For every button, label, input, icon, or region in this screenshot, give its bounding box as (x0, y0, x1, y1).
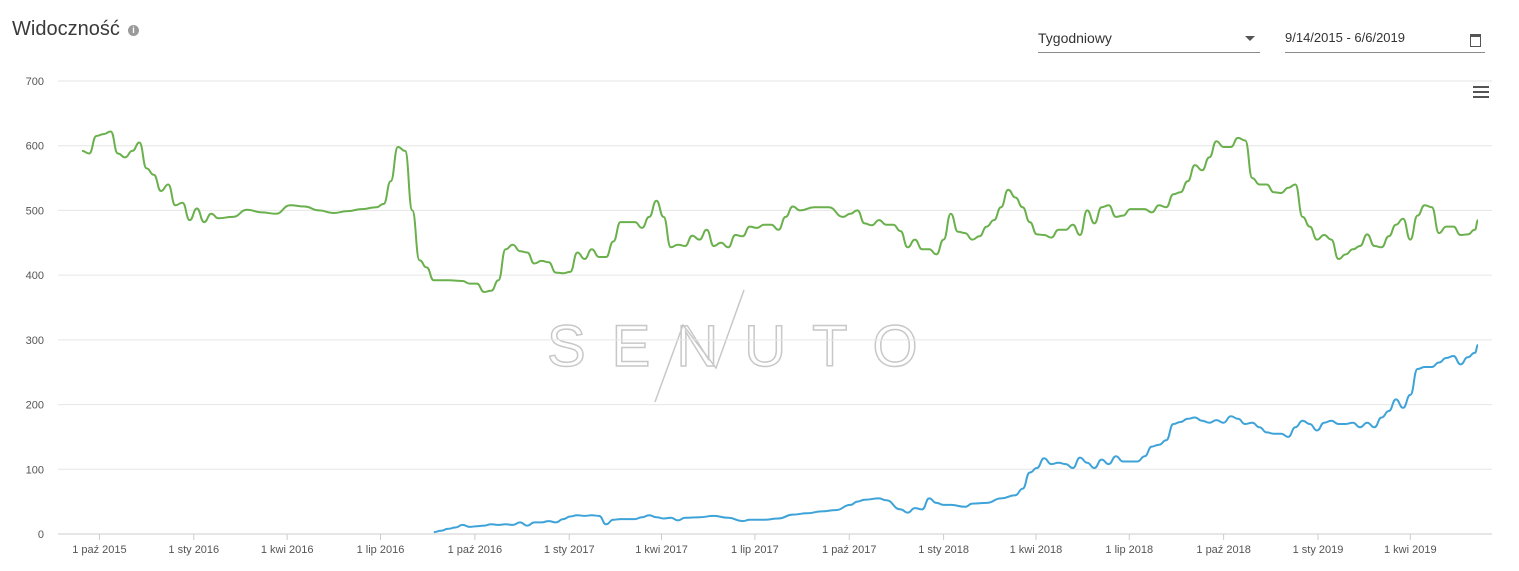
x-tick-label: 1 kwi 2017 (635, 544, 688, 556)
info-icon[interactable]: i (128, 25, 139, 36)
calendar-icon[interactable] (1470, 34, 1481, 47)
senuto-watermark: SENUTO (546, 289, 944, 403)
x-tick-label: 1 paź 2015 (72, 544, 126, 556)
x-tick-label: 1 paź 2018 (1196, 544, 1250, 556)
x-tick-label: 1 sty 2017 (544, 544, 595, 556)
x-tick-label: 1 sty 2018 (918, 544, 969, 556)
period-select-value: Tygodniowy (1038, 30, 1112, 46)
x-tick-label: 1 kwi 2016 (261, 544, 314, 556)
x-tick-label: 1 paź 2017 (822, 544, 876, 556)
x-tick-label: 1 lip 2017 (731, 544, 779, 556)
page-title: Widoczność (12, 18, 120, 40)
y-tick-label: 200 (26, 400, 44, 412)
date-range-field[interactable]: 9/14/2015 - 6/6/2019 (1285, 30, 1485, 53)
x-tick-label: 1 lip 2018 (1105, 544, 1153, 556)
series-line-1 (81, 130, 1479, 293)
x-tick-label: 1 kwi 2018 (1010, 544, 1063, 556)
date-range-value: 9/14/2015 - 6/6/2019 (1285, 30, 1405, 45)
y-tick-label: 700 (26, 76, 44, 88)
series-line-2 (433, 344, 1479, 534)
y-tick-label: 600 (26, 141, 44, 153)
y-tick-label: 0 (38, 529, 44, 541)
y-tick-label: 300 (26, 335, 44, 347)
y-tick-label: 400 (26, 270, 44, 282)
y-tick-label: 500 (26, 205, 44, 217)
period-select[interactable]: Tygodniowy (1038, 30, 1260, 53)
chevron-down-icon[interactable] (1245, 36, 1255, 41)
y-tick-label: 100 (26, 464, 44, 476)
x-tick-label: 1 paź 2016 (448, 544, 502, 556)
x-tick-label: 1 sty 2019 (1293, 544, 1344, 556)
x-tick-label: 1 sty 2016 (168, 544, 219, 556)
watermark-slash (654, 289, 745, 403)
hamburger-menu-icon[interactable] (1473, 86, 1489, 98)
x-tick-label: 1 lip 2016 (357, 544, 405, 556)
x-tick-label: 1 kwi 2019 (1384, 544, 1437, 556)
svg-text:SENUTO: SENUTO (547, 314, 944, 379)
